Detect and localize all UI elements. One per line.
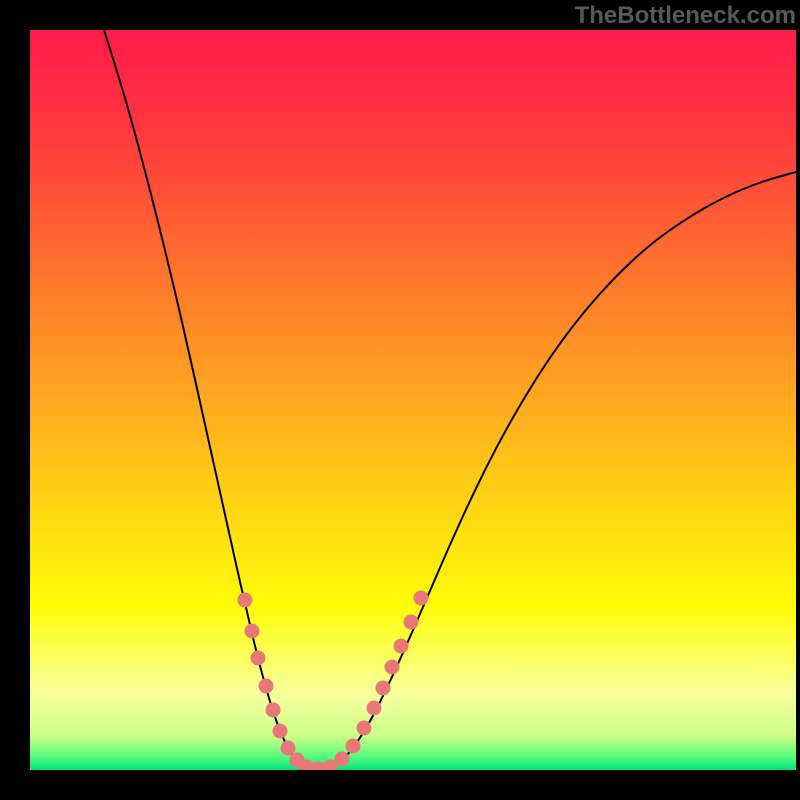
marker-dot (357, 721, 372, 736)
bottleneck-curve (104, 30, 796, 770)
plot-svg (30, 30, 796, 770)
marker-dot (376, 681, 391, 696)
marker-dot (281, 741, 296, 756)
marker-dot (259, 679, 274, 694)
plot-area (30, 30, 796, 770)
marker-dot (404, 615, 419, 630)
marker-dot (335, 752, 350, 767)
marker-dot (385, 660, 400, 675)
marker-dot (414, 591, 429, 606)
marker-dot (367, 701, 382, 716)
marker-dot (394, 639, 409, 654)
marker-dot (273, 724, 288, 739)
watermark-text: TheBottleneck.com (575, 2, 796, 30)
marker-dot (346, 739, 361, 754)
marker-dots (238, 591, 429, 771)
marker-dot (238, 593, 253, 608)
marker-dot (266, 703, 281, 718)
marker-dot (245, 624, 260, 639)
marker-dot (251, 651, 266, 666)
